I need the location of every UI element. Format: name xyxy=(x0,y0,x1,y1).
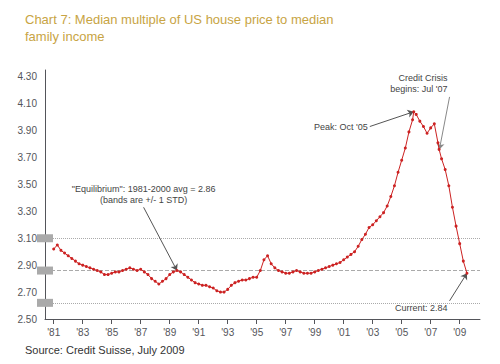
svg-text:'93: '93 xyxy=(221,327,234,338)
svg-text:3.90: 3.90 xyxy=(18,125,38,136)
svg-text:2.70: 2.70 xyxy=(18,287,38,298)
svg-text:'99: '99 xyxy=(308,327,321,338)
svg-text:'85: '85 xyxy=(105,327,118,338)
svg-text:Source: Credit Suisse, July 20: Source: Credit Suisse, July 2009 xyxy=(25,344,185,356)
svg-text:'05: '05 xyxy=(395,327,408,338)
svg-text:Credit Crisis: Credit Crisis xyxy=(399,73,449,83)
svg-text:"Equilibrium": 1981-2000 avg =: "Equilibrium": 1981-2000 avg = 2.86 xyxy=(72,184,216,194)
svg-text:Chart 7: Median multiple of US: Chart 7: Median multiple of US house pri… xyxy=(25,12,334,27)
svg-text:2.50: 2.50 xyxy=(18,314,38,325)
svg-text:Peak: Oct '05: Peak: Oct '05 xyxy=(314,122,368,132)
svg-text:'83: '83 xyxy=(76,327,89,338)
svg-text:'97: '97 xyxy=(279,327,292,338)
svg-text:4.30: 4.30 xyxy=(18,71,38,82)
svg-text:family income: family income xyxy=(25,29,104,44)
svg-text:'01: '01 xyxy=(337,327,350,338)
svg-text:3.50: 3.50 xyxy=(18,179,38,190)
svg-text:'07: '07 xyxy=(424,327,437,338)
svg-text:2.90: 2.90 xyxy=(18,260,38,271)
svg-text:3.10: 3.10 xyxy=(18,233,38,244)
svg-text:'09: '09 xyxy=(453,327,466,338)
svg-text:'87: '87 xyxy=(134,327,147,338)
svg-text:Current: 2.84: Current: 2.84 xyxy=(395,303,448,313)
svg-text:'91: '91 xyxy=(192,327,205,338)
svg-text:begins: Jul '07: begins: Jul '07 xyxy=(390,84,447,94)
svg-text:3.70: 3.70 xyxy=(18,152,38,163)
svg-text:4.10: 4.10 xyxy=(18,98,38,109)
svg-text:'81: '81 xyxy=(47,327,60,338)
svg-text:(bands are +/- 1 STD): (bands are +/- 1 STD) xyxy=(100,195,187,205)
svg-text:'03: '03 xyxy=(366,327,379,338)
svg-text:3.30: 3.30 xyxy=(18,206,38,217)
svg-text:'89: '89 xyxy=(163,327,176,338)
svg-text:'95: '95 xyxy=(250,327,263,338)
